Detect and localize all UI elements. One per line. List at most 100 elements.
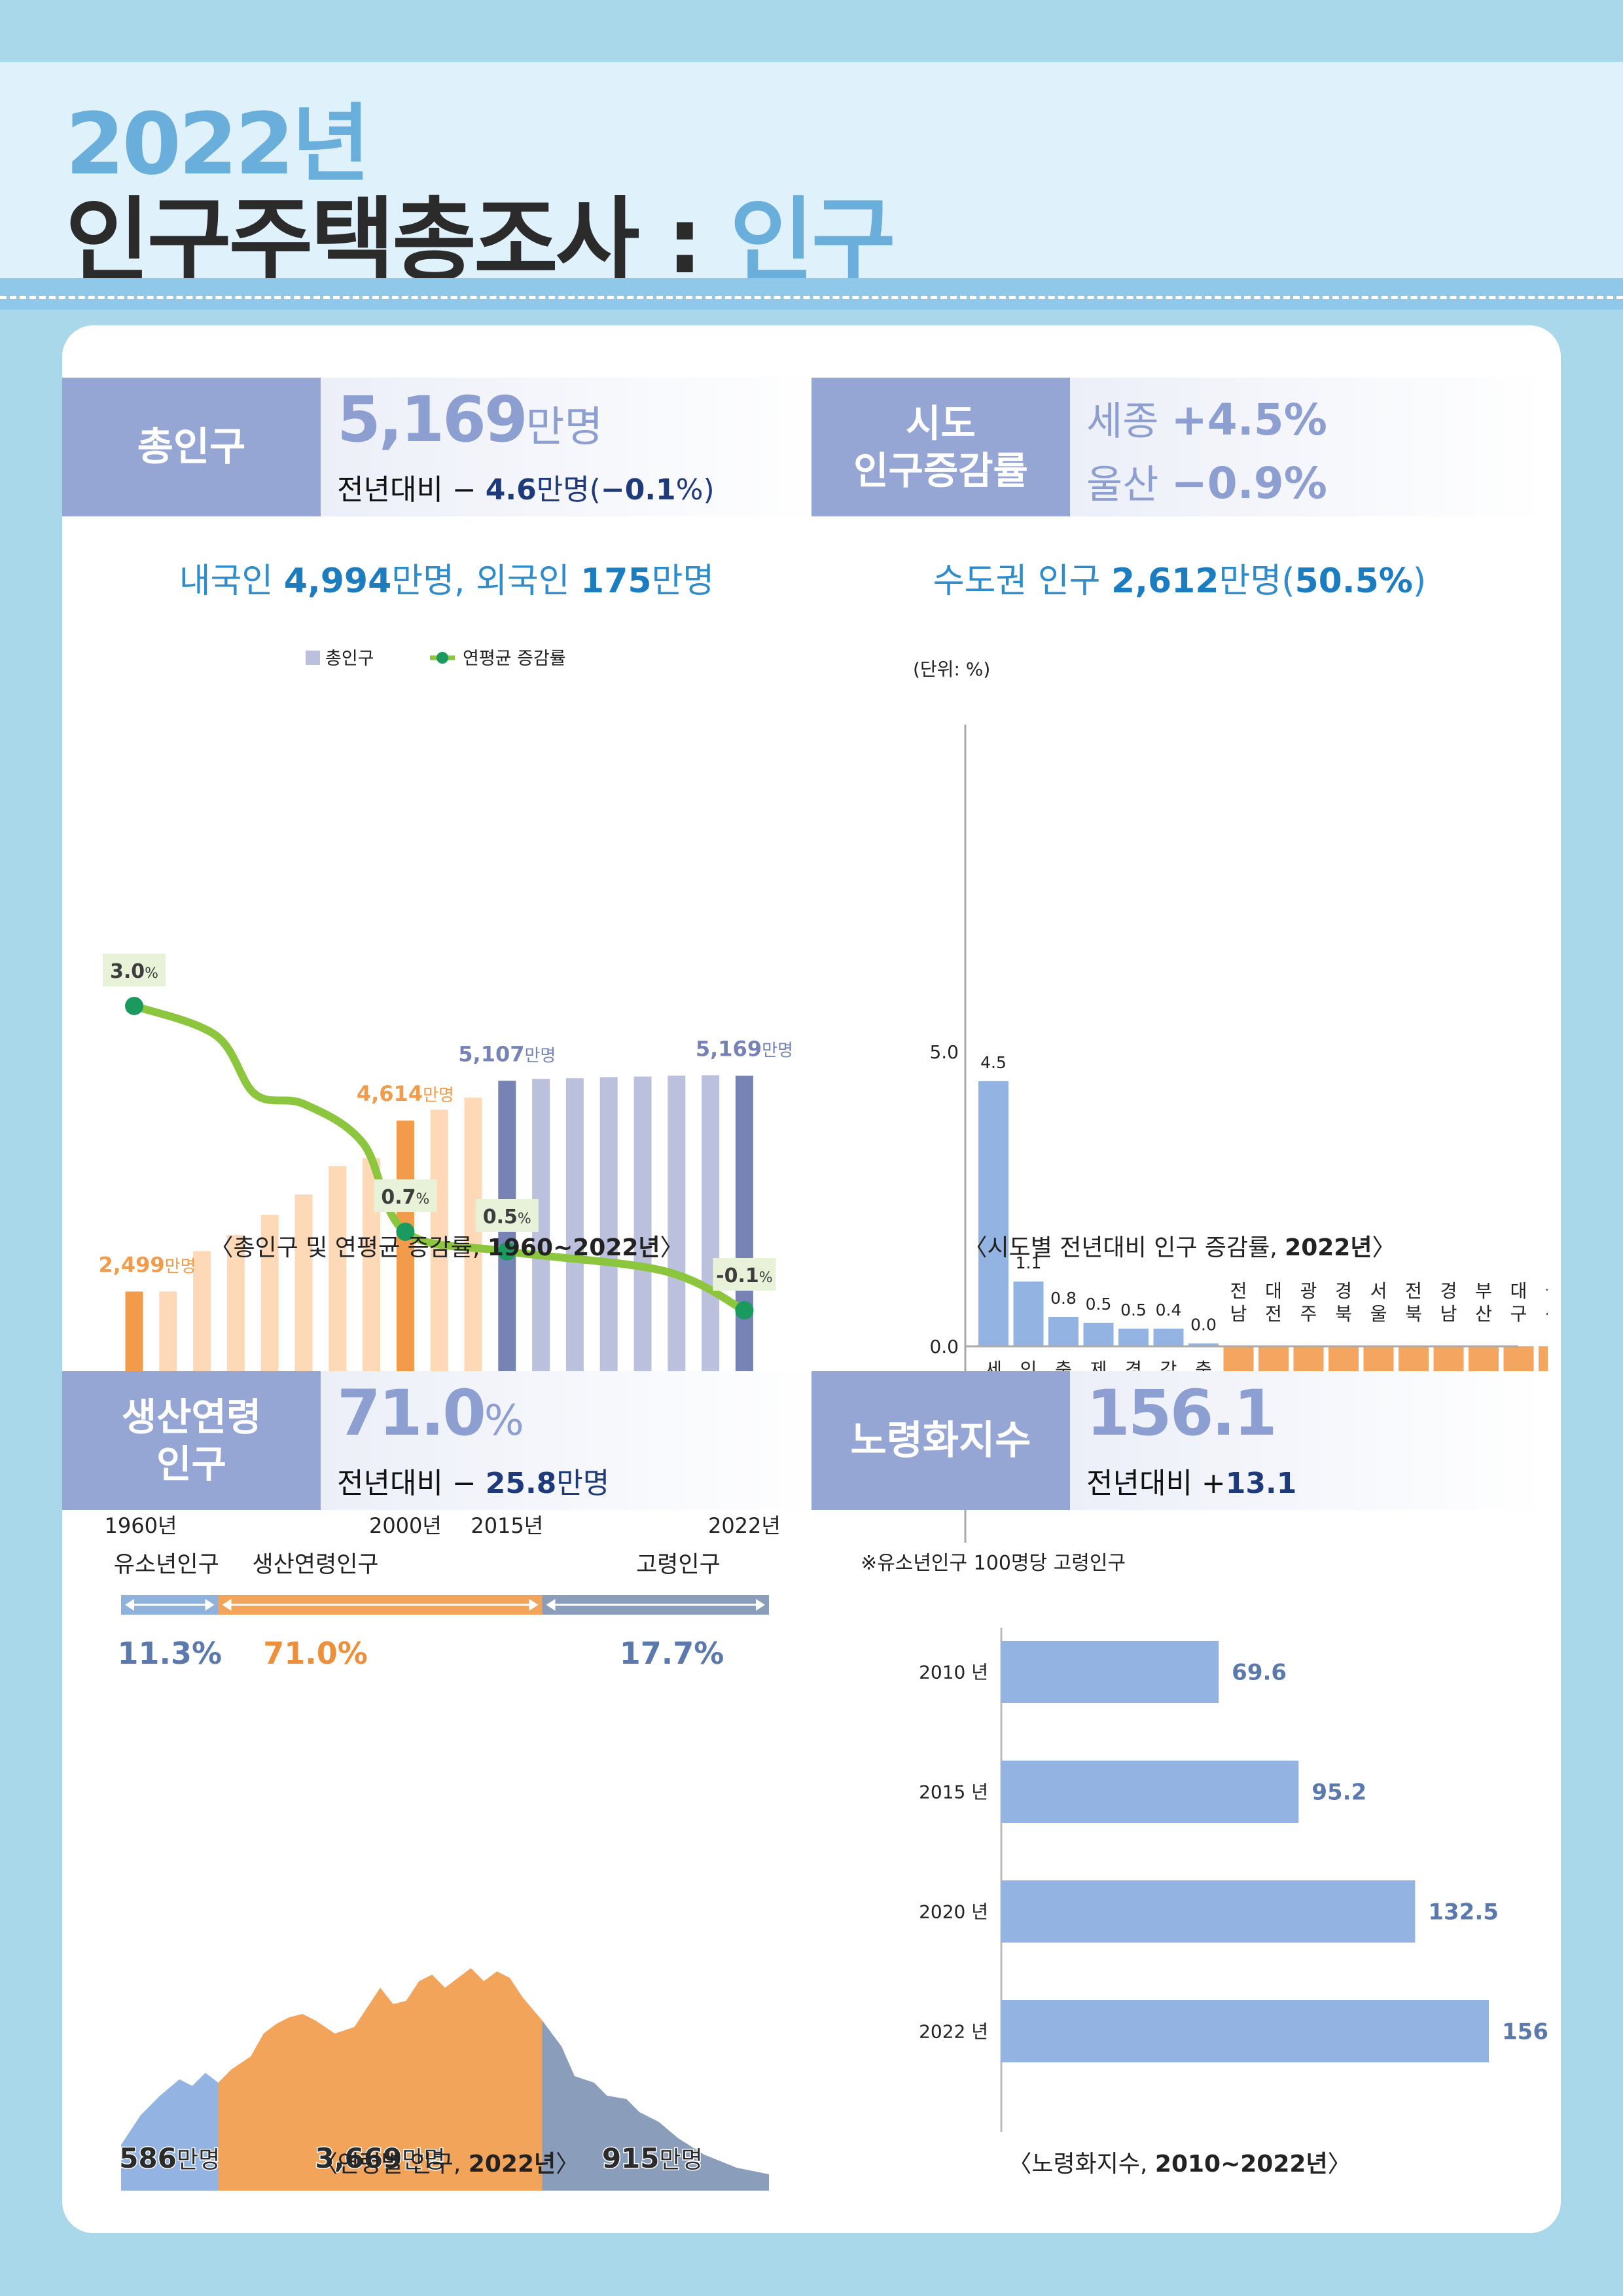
age-share-bar: 유소년인구 11.3% 생산연령인구 71.0% 고령인구 17.7% xyxy=(114,1552,769,1671)
rate-point xyxy=(396,1223,415,1241)
aging-bar xyxy=(1001,1880,1416,1943)
age-share-arrowhead-right xyxy=(205,1599,215,1611)
region-value-label: 0.5 xyxy=(1086,1295,1112,1314)
total-pop-subtitle: 내국인 4,994만명, 외국인 175만명 xyxy=(62,553,831,602)
x-tick-label: 2000년 xyxy=(369,1513,442,1538)
working-age-strip: 71.0% 전년대비 − 25.8만명 xyxy=(321,1371,831,1510)
region-value-label: 0.8 xyxy=(1050,1289,1077,1308)
aging-bars: 2010 년 69.6 2015 년 95.2 2020 년 132.5 2022 년 156… xyxy=(919,1641,1548,2062)
population-bar-label-num: 4,614 xyxy=(357,1081,423,1106)
region-label-line2: 인구증감률 xyxy=(853,448,1028,493)
region-name-char2: 남 xyxy=(1230,1303,1247,1325)
aging-caption-c: 〉 xyxy=(1327,2151,1351,2178)
working-age-caption-a: 〈연령별 인구, xyxy=(313,2151,469,2178)
region-sub-d: 50.5% xyxy=(1294,562,1413,601)
region-bottom: 울산 −0.9% xyxy=(1086,453,1327,510)
rate-label-box xyxy=(374,1179,437,1212)
rate-label-num: 0.5 xyxy=(483,1206,518,1229)
working-age-caption-b: 2022년 xyxy=(468,2151,556,2178)
working-age-caption-c: 〉 xyxy=(556,2151,580,2178)
region-sub-a: 수도권 인구 xyxy=(933,562,1112,601)
population-bar-label-num: 5,107 xyxy=(458,1041,524,1066)
population-bar-label-unit: 만명 xyxy=(524,1046,556,1066)
region-label: 시도 인구증감률 xyxy=(812,378,1070,516)
header-divider-band xyxy=(0,278,1623,310)
rate-label-unit: % xyxy=(518,1211,531,1227)
region-name-char1: 광 xyxy=(1300,1280,1317,1302)
total-pop-caption-c: 〉 xyxy=(660,1234,684,1261)
header-dashed-line xyxy=(0,296,1623,299)
region-unit-label: (단위: %) xyxy=(913,658,990,680)
total-pop-caption-a: 〈총인구 및 연평균 증감률, xyxy=(209,1234,488,1261)
region-bar xyxy=(978,1081,1008,1346)
aging-year-label: 2022 년 xyxy=(919,2021,988,2043)
region-name-char2: 북 xyxy=(1405,1303,1422,1325)
age-group-count-unit: 만명 xyxy=(177,2147,220,2174)
age-area-segment xyxy=(542,2020,769,2191)
aging-bar xyxy=(1001,1641,1219,1703)
aging-change: 전년대비 +13.1 xyxy=(1086,1460,1296,1501)
header-band: 2022년 인구주택총조사 : 인구 xyxy=(0,62,1623,295)
total-pop-sub-d: 175 xyxy=(580,562,652,601)
growth-rate-points xyxy=(125,997,754,1319)
rate-label: 0.7% xyxy=(381,1186,429,1209)
total-pop-strip: 5,169만명 전년대비 − 4.6만명(−0.1%) xyxy=(321,378,831,516)
region-name-char1: 대 xyxy=(1265,1280,1282,1302)
aging-caption-b: 2010∼2022년 xyxy=(1154,2151,1328,2178)
region-bar xyxy=(1083,1323,1114,1346)
region-bar xyxy=(1188,1343,1219,1346)
age-group-count: 3,669만명 xyxy=(315,2142,445,2174)
total-pop-sub-b: 4,994 xyxy=(283,562,392,601)
region-top-value: +4.5% xyxy=(1171,395,1327,445)
region-bar xyxy=(1153,1329,1184,1346)
rate-point xyxy=(125,997,143,1015)
legend-label-total: 총인구 xyxy=(325,649,374,669)
population-bar-label-num: 5,169 xyxy=(696,1037,762,1062)
population-bar-label: 5,169만명 xyxy=(696,1037,793,1062)
region-bottom-name: 울산 xyxy=(1086,462,1171,508)
region-sub-c: 만명( xyxy=(1219,562,1295,601)
region-name-char2: 주 xyxy=(1300,1303,1317,1325)
region-name-char1: 울 xyxy=(1545,1280,1548,1302)
content-card: 총인구 5,169만명 전년대비 − 4.6만명(−0.1%) 내국인 4,99… xyxy=(62,325,1561,2233)
region-bar xyxy=(1118,1329,1149,1346)
aging-label: 노령화지수 xyxy=(812,1371,1070,1510)
age-share-arrowhead-left xyxy=(125,1599,134,1611)
aging-value-label: 132.5 xyxy=(1428,1899,1499,1926)
region-name-char1: 대 xyxy=(1510,1280,1527,1302)
region-name-char2: 구 xyxy=(1510,1303,1527,1325)
age-group-count-unit: 만명 xyxy=(660,2147,703,2174)
x-tick-label: 2022년 xyxy=(708,1513,781,1538)
region-caption: 〈시도별 전년대비 인구 증감률, 2022년〉 xyxy=(812,1229,1548,1263)
working-age-change-unit: 만명 xyxy=(556,1467,610,1500)
age-share-arrowhead-right xyxy=(529,1599,539,1611)
population-bar-label-unit: 만명 xyxy=(762,1041,793,1061)
rate-label-box xyxy=(475,1199,539,1232)
rate-label-box xyxy=(103,954,166,986)
region-name-char1: 경 xyxy=(1440,1280,1457,1302)
legend-label-rate: 연평균 증감률 xyxy=(463,649,566,669)
region-name-char2: 남 xyxy=(1440,1303,1457,1325)
region-value-label: 0.0 xyxy=(1190,1316,1217,1335)
aging-year-label: 2015 년 xyxy=(919,1782,988,1803)
total-pop-caption-b: 1960∼2022년 xyxy=(487,1234,660,1261)
aging-value-label: 156.1 xyxy=(1502,2019,1548,2045)
region-caption-b: 2022년 xyxy=(1285,1234,1372,1261)
age-group-count-num: 915 xyxy=(602,2142,660,2174)
aging-change-prefix: 전년대비 + xyxy=(1086,1467,1226,1500)
working-age-caption: 〈연령별 인구, 2022년〉 xyxy=(62,2145,831,2179)
total-pop-sub-e: 만명 xyxy=(651,562,715,601)
region-value-label: 4.5 xyxy=(980,1053,1007,1072)
region-sub-b: 2,612 xyxy=(1111,562,1219,601)
working-age-number: 71.0 xyxy=(337,1376,486,1450)
aging-chart: 2010 년 69.6 2015 년 95.2 2020 년 132.5 2022 년 156… xyxy=(919,1628,1548,2132)
age-share-value: 11.3% xyxy=(117,1636,222,1671)
region-bottom-value: −0.9% xyxy=(1171,458,1327,509)
working-age-change-value: 25.8 xyxy=(485,1467,557,1500)
rate-label-unit: % xyxy=(416,1191,430,1208)
population-bar-label: 2,499만명 xyxy=(98,1252,196,1277)
total-pop-change-unit: 만명( xyxy=(536,473,601,507)
age-group-name: 고령인구 xyxy=(636,1552,721,1578)
region-name-char2: 전 xyxy=(1265,1303,1282,1325)
